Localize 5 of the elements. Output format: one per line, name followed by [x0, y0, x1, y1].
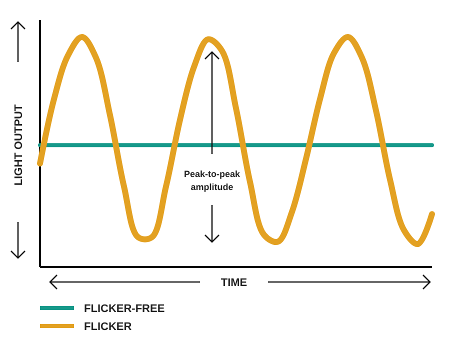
y-axis-title: LIGHT OUTPUT: [13, 104, 25, 186]
legend-label: FLICKER: [84, 321, 132, 333]
x-axis-title: TIME: [220, 277, 248, 289]
annotation: Peak-to-peak amplitude: [184, 169, 241, 192]
legend-label: FLICKER-FREE: [84, 303, 165, 315]
